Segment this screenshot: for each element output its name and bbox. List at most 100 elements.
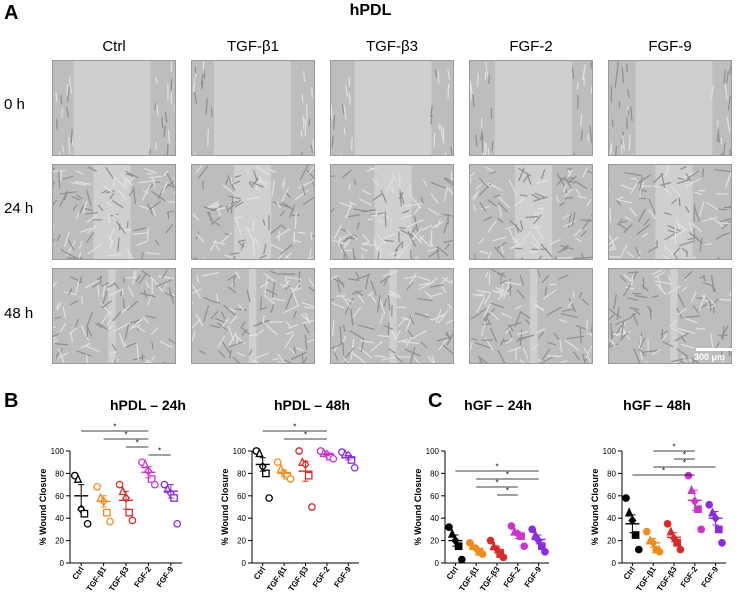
chart-hgf-48h: 0 20 40 60 80 100 % Wound Closure CtrlTGF-β1TGF… xyxy=(590,443,726,594)
data-point xyxy=(147,475,156,483)
data-point xyxy=(673,538,682,547)
y-tick-label: 40 xyxy=(55,514,64,523)
data-point xyxy=(718,538,726,547)
data-point xyxy=(273,458,282,467)
y-tick-label: 60 xyxy=(607,492,616,501)
data-point xyxy=(537,542,546,551)
micrograph-tile xyxy=(330,60,454,156)
column-header-tgfb3: TGF-β3 xyxy=(366,38,418,55)
micrograph-tile xyxy=(191,164,315,260)
y-tick-label: 20 xyxy=(237,537,246,546)
data-point xyxy=(163,483,172,493)
data-point xyxy=(125,508,134,517)
y-tick-label: 20 xyxy=(55,537,64,546)
micrograph-tile xyxy=(469,268,593,364)
y-tick-label: 0 xyxy=(612,559,617,568)
data-point xyxy=(622,494,630,502)
data-point xyxy=(676,545,685,554)
significance-star: * xyxy=(495,479,498,488)
data-point xyxy=(507,522,516,530)
x-tick-label: TGF-β3 xyxy=(478,565,502,594)
x-tick-label: FGF-9 xyxy=(155,565,176,590)
data-point xyxy=(80,509,89,518)
micrograph-tile xyxy=(191,268,315,364)
chart-title-hpdl-48h: hPDL – 48h xyxy=(274,397,350,413)
x-tick-label: FGF-2 xyxy=(132,565,153,590)
data-point xyxy=(93,482,102,491)
data-point xyxy=(666,526,676,536)
y-tick-label: 20 xyxy=(607,537,616,546)
y-axis-label: % Wound Closure xyxy=(38,469,48,546)
y-tick-label: 40 xyxy=(430,514,439,523)
data-point xyxy=(684,471,693,480)
significance-star: * xyxy=(683,451,686,460)
y-tick-label: 100 xyxy=(233,447,247,456)
x-tick-label: Ctrl xyxy=(71,565,86,581)
row-header-24h: 24 h xyxy=(4,200,34,217)
micrograph-tile xyxy=(608,60,732,156)
y-tick-label: 20 xyxy=(430,537,439,546)
chart-title-hgf-24h: hGF – 24h xyxy=(464,397,532,413)
y-tick-label: 0 xyxy=(242,559,247,568)
y-tick-label: 60 xyxy=(430,492,439,501)
row-header-0h: 0 h xyxy=(4,96,25,113)
y-tick-label: 0 xyxy=(60,559,65,568)
significance-star: * xyxy=(672,443,675,452)
data-point xyxy=(350,463,359,472)
micrograph-tile xyxy=(469,164,593,260)
data-point xyxy=(705,500,714,509)
y-tick-label: 80 xyxy=(430,469,439,478)
x-tick-label: TGF-β3 xyxy=(107,565,131,594)
scale-bar xyxy=(696,348,740,351)
data-point xyxy=(173,519,182,528)
data-point xyxy=(115,480,124,489)
micrograph-tile xyxy=(330,164,454,260)
y-tick-label: 100 xyxy=(603,447,617,456)
data-point xyxy=(634,545,643,554)
significance-star: * xyxy=(495,463,498,472)
x-tick-label: TGF-β1 xyxy=(634,565,658,594)
micrograph-tile xyxy=(608,268,732,364)
data-point xyxy=(478,550,487,558)
micrograph-tile xyxy=(52,164,176,260)
significance-star: * xyxy=(158,447,161,456)
chart-hgf-24h: 0 20 40 60 80 100 % Wound Closure CtrlTGF-β1TGF… xyxy=(413,447,549,594)
x-tick-label: TGF-β3 xyxy=(287,565,311,594)
x-tick-label: Ctrl xyxy=(445,565,460,581)
data-point xyxy=(631,531,640,539)
data-point xyxy=(708,507,717,517)
significance-star: * xyxy=(124,431,127,440)
x-tick-label: Ctrl xyxy=(622,565,637,581)
column-header-tgfb1: TGF-β1 xyxy=(227,38,279,55)
data-point xyxy=(457,555,466,564)
significance-star: * xyxy=(506,487,509,496)
y-tick-label: 80 xyxy=(55,469,64,478)
data-point xyxy=(624,507,634,517)
significance-star: * xyxy=(683,459,686,468)
panel-a-label: A xyxy=(4,2,19,24)
y-tick-label: 40 xyxy=(237,514,246,523)
x-tick-label: Ctrl xyxy=(252,565,267,581)
data-point xyxy=(140,459,150,469)
data-point xyxy=(308,503,316,511)
micrograph-tile xyxy=(330,268,454,364)
chart-hpdl-24h: 0 20 40 60 80 100 % Wound Closure CtrlTGF-β1TGF… xyxy=(38,423,182,594)
column-header-fgf2: FGF-2 xyxy=(509,38,553,55)
data-point xyxy=(286,475,295,483)
micrograph-tile xyxy=(469,60,593,156)
data-point xyxy=(486,536,495,545)
column-header-ctrl: Ctrl xyxy=(102,38,126,55)
data-point xyxy=(714,525,723,534)
panel-b-label: B xyxy=(4,390,19,412)
row-header-48h: 48 h xyxy=(4,305,34,322)
data-point xyxy=(541,547,549,556)
y-axis-label: % Wound Closure xyxy=(413,469,423,546)
x-tick-label: TGF-β1 xyxy=(457,565,481,594)
data-point xyxy=(329,454,338,463)
significance-star: * xyxy=(113,423,116,432)
y-tick-label: 40 xyxy=(607,514,616,523)
significance-star: * xyxy=(506,471,509,480)
data-point xyxy=(128,516,137,525)
y-tick-label: 100 xyxy=(51,447,65,456)
data-point xyxy=(655,547,664,556)
